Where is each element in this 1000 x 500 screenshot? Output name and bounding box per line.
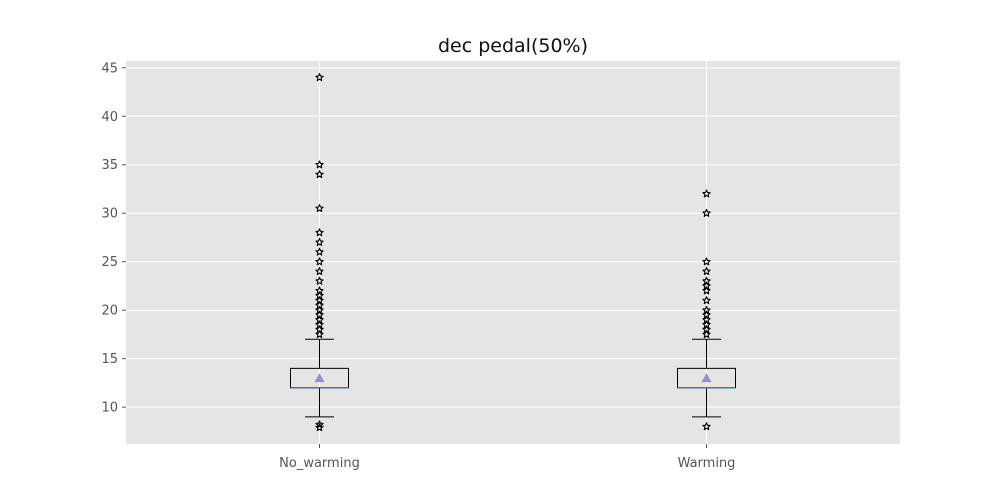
outlier-point — [315, 247, 324, 256]
outlier-point — [315, 73, 324, 82]
y-tick-label: 10 — [101, 401, 118, 416]
outlier-point — [702, 422, 711, 431]
outlier-point — [315, 257, 324, 266]
boxes — [290, 73, 736, 432]
y-tick-label: 40 — [101, 110, 118, 125]
outlier-point — [315, 267, 324, 276]
y-tick-label: 30 — [101, 207, 118, 222]
mean-marker — [701, 373, 712, 383]
outlier-point — [702, 189, 711, 198]
outlier-point — [702, 330, 711, 339]
mean-marker — [314, 373, 325, 383]
box-group-warming — [677, 189, 736, 431]
outlier-point — [315, 228, 324, 237]
outlier-point — [702, 208, 711, 217]
outlier-point — [315, 170, 324, 179]
chart-title: dec pedal(50%) — [438, 35, 588, 57]
outlier-point — [702, 267, 711, 276]
y-tick-label: 25 — [101, 255, 118, 270]
outlier-point — [702, 286, 711, 295]
y-tick-label: 45 — [101, 61, 118, 76]
x-tick-label: Warming — [678, 456, 736, 471]
outlier-point — [702, 257, 711, 266]
outlier-point — [315, 160, 324, 169]
box-group-no-warming — [290, 73, 349, 432]
outlier-point — [315, 423, 324, 432]
outlier-point — [315, 237, 324, 246]
plot-area — [126, 61, 900, 444]
outlier-point — [315, 204, 324, 213]
x-axis: No_warming Warming — [279, 444, 735, 471]
y-axis: 10 15 20 25 30 35 40 45 — [101, 61, 126, 416]
outlier-point — [702, 296, 711, 305]
x-tick-label: No_warming — [279, 456, 360, 471]
outlier-point — [315, 420, 324, 429]
y-tick-label: 15 — [101, 352, 118, 367]
y-tick-label: 35 — [101, 158, 118, 173]
y-tick-label: 20 — [101, 304, 118, 319]
outlier-point — [315, 330, 324, 339]
outlier-point — [315, 276, 324, 285]
